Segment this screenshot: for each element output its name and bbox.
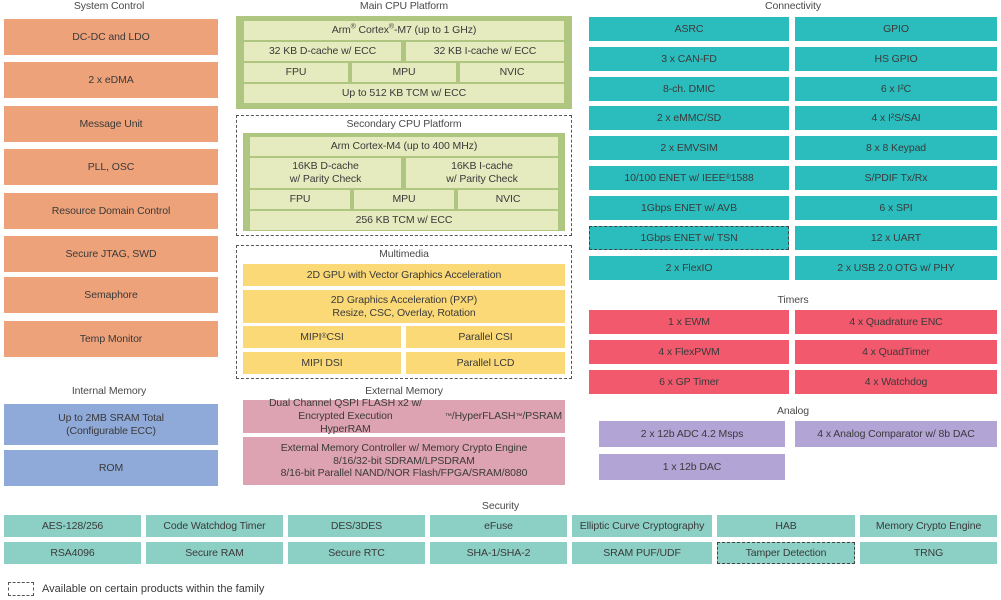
block-parallel-lcd[interactable]: Parallel LCD <box>406 352 565 374</box>
block-hs-gpio[interactable]: HS GPIO <box>795 47 997 71</box>
block-secure-rtc[interactable]: Secure RTC <box>288 542 425 564</box>
connectivity-title: Connectivity <box>765 0 821 12</box>
legend-dashed-swatch-icon <box>8 582 34 596</box>
block-tamper-detection[interactable]: Tamper Detection <box>717 542 855 564</box>
block-resource-domain-control[interactable]: Resource Domain Control <box>4 193 218 229</box>
block-aes[interactable]: AES-128/256 <box>4 515 141 537</box>
block-quadrature-enc[interactable]: 4 x Quadrature ENC <box>795 310 997 334</box>
block-cortex-m4-core[interactable]: Arm Cortex-M4 (up to 400 MHz) <box>250 137 558 156</box>
block-dmic[interactable]: 8-ch. DMIC <box>589 77 789 101</box>
multimedia-title: Multimedia <box>379 248 429 260</box>
block-ewm[interactable]: 1 x EWM <box>589 310 789 334</box>
block-i2c[interactable]: 6 x I²C <box>795 77 997 101</box>
block-qspi-flash[interactable]: Dual Channel QSPI FLASH x2 w/ Encrypted … <box>243 397 565 435</box>
block-watchdog[interactable]: 4 x Watchdog <box>795 370 997 394</box>
multimedia-dashed-outline <box>236 245 572 379</box>
security-title: Security <box>481 500 520 512</box>
block-emmc-sd[interactable]: 2 x eMMC/SD <box>589 106 789 130</box>
cortex-m7-label: Arm® Cortex®-M7 (up to 1 GHz) <box>331 23 477 37</box>
block-i2s-sai[interactable]: 4 x I²S/SAI <box>795 106 997 130</box>
block-m4-mpu[interactable]: MPU <box>354 190 454 209</box>
legend: Available on certain products within the… <box>8 582 264 596</box>
block-trng[interactable]: TRNG <box>860 542 997 564</box>
block-secure-ram[interactable]: Secure RAM <box>146 542 283 564</box>
block-can-fd[interactable]: 3 x CAN-FD <box>589 47 789 71</box>
block-m4-fpu[interactable]: FPU <box>250 190 350 209</box>
block-hab[interactable]: HAB <box>717 515 855 537</box>
block-keypad[interactable]: 8 x 8 Keypad <box>795 136 997 160</box>
block-edma[interactable]: 2 x eDMA <box>4 62 218 98</box>
block-flexio[interactable]: 2 x FlexIO <box>589 256 789 280</box>
timers-title: Timers <box>777 294 809 306</box>
block-spdif[interactable]: S/PDIF Tx/Rx <box>795 166 997 190</box>
block-analog-comparator[interactable]: 4 x Analog Comparator w/ 8b DAC <box>795 421 997 447</box>
block-2d-gpu[interactable]: 2D GPU with Vector Graphics Acceleration <box>243 264 565 286</box>
block-gp-timer[interactable]: 6 x GP Timer <box>589 370 789 394</box>
block-semaphore[interactable]: Semaphore <box>4 277 218 313</box>
block-m4-dcache[interactable]: 16KB D-cache w/ Parity Check <box>250 158 401 188</box>
block-mipi-csi[interactable]: MIPI ® CSI <box>243 326 401 348</box>
block-asrc[interactable]: ASRC <box>589 17 789 41</box>
block-m7-tcm[interactable]: Up to 512 KB TCM w/ ECC <box>244 84 564 103</box>
block-des-3des[interactable]: DES/3DES <box>288 515 425 537</box>
block-external-memory-controller[interactable]: External Memory Controller w/ Memory Cry… <box>243 437 565 485</box>
block-rom[interactable]: ROM <box>4 450 218 486</box>
block-efuse[interactable]: eFuse <box>430 515 567 537</box>
block-m7-icache[interactable]: 32 KB I-cache w/ ECC <box>406 42 564 61</box>
block-m7-mpu[interactable]: MPU <box>352 63 456 82</box>
block-adc[interactable]: 2 x 12b ADC 4.2 Msps <box>599 421 785 447</box>
block-secure-jtag-swd[interactable]: Secure JTAG, SWD <box>4 236 218 272</box>
block-pll-osc[interactable]: PLL, OSC <box>4 149 218 185</box>
block-enet-tsn[interactable]: 1Gbps ENET w/ TSN <box>589 226 789 250</box>
secondary-cpu-dashed-outline <box>236 115 572 236</box>
block-code-watchdog-timer[interactable]: Code Watchdog Timer <box>146 515 283 537</box>
analog-title: Analog <box>776 405 810 417</box>
block-cortex-m7-core[interactable]: Arm® Cortex®-M7 (up to 1 GHz) <box>244 21 564 40</box>
block-enet-10-100[interactable]: 10/100 ENET w/ IEEE ® 1588 <box>589 166 789 190</box>
legend-label: Available on certain products within the… <box>42 583 265 595</box>
block-m4-nvic[interactable]: NVIC <box>458 190 558 209</box>
block-pxp[interactable]: 2D Graphics Acceleration (PXP) Resize, C… <box>243 290 565 323</box>
external-memory-title: External Memory <box>365 385 443 397</box>
block-temp-monitor[interactable]: Temp Monitor <box>4 321 218 357</box>
block-m7-fpu[interactable]: FPU <box>244 63 348 82</box>
system-control-title: System Control <box>73 0 145 12</box>
block-parallel-csi[interactable]: Parallel CSI <box>406 326 565 348</box>
block-message-unit[interactable]: Message Unit <box>4 106 218 142</box>
block-sram-puf-udf[interactable]: SRAM PUF/UDF <box>572 542 712 564</box>
secondary-cpu-title: Secondary CPU Platform <box>346 118 462 130</box>
block-flexpwm[interactable]: 4 x FlexPWM <box>589 340 789 364</box>
block-memory-crypto-engine[interactable]: Memory Crypto Engine <box>860 515 997 537</box>
block-dc-dc-and-ldo[interactable]: DC-DC and LDO <box>4 19 218 55</box>
block-m4-tcm[interactable]: 256 KB TCM w/ ECC <box>250 211 558 230</box>
block-gpio[interactable]: GPIO <box>795 17 997 41</box>
block-elliptic-curve-cryptography[interactable]: Elliptic Curve Cryptography <box>572 515 712 537</box>
block-m7-nvic[interactable]: NVIC <box>460 63 564 82</box>
main-cpu-title: Main CPU Platform <box>359 0 449 12</box>
block-usb-otg[interactable]: 2 x USB 2.0 OTG w/ PHY <box>795 256 997 280</box>
block-sram-total[interactable]: Up to 2MB SRAM Total (Configurable ECC) <box>4 404 218 445</box>
internal-memory-title: Internal Memory <box>71 385 147 397</box>
block-quadtimer[interactable]: 4 x QuadTimer <box>795 340 997 364</box>
block-emvsim[interactable]: 2 x EMVSIM <box>589 136 789 160</box>
block-dac[interactable]: 1 x 12b DAC <box>599 454 785 480</box>
block-uart[interactable]: 12 x UART <box>795 226 997 250</box>
block-rsa4096[interactable]: RSA4096 <box>4 542 141 564</box>
block-enet-avb[interactable]: 1Gbps ENET w/ AVB <box>589 196 789 220</box>
block-m7-dcache[interactable]: 32 KB D-cache w/ ECC <box>244 42 401 61</box>
block-spi[interactable]: 6 x SPI <box>795 196 997 220</box>
block-m4-icache[interactable]: 16KB I-cache w/ Parity Check <box>406 158 558 188</box>
block-sha[interactable]: SHA-1/SHA-2 <box>430 542 567 564</box>
block-mipi-dsi[interactable]: MIPI DSI <box>243 352 401 374</box>
